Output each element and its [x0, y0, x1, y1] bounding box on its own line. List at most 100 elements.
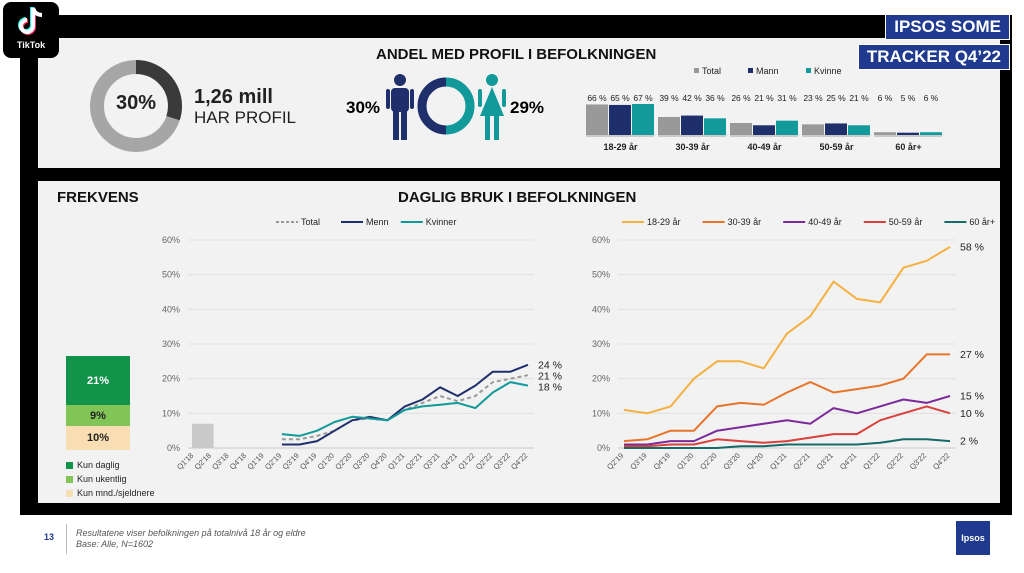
x-tick-label: Q4'20	[368, 451, 388, 471]
y-tick-label: 10%	[592, 408, 610, 418]
legend-label: Kvinner	[426, 217, 457, 227]
age-bar-value: 31 %	[777, 93, 797, 103]
male-percent: 30%	[346, 98, 381, 117]
gender-icons	[386, 74, 506, 140]
tag-ipsos-some: IPSOS SOME	[885, 14, 1010, 40]
age-bar	[681, 115, 703, 135]
footer-note: Resultatene viser befolkningen på totaln…	[76, 528, 306, 538]
x-tick-label: Q4'19	[652, 451, 672, 471]
y-tick-label: 20%	[592, 374, 610, 384]
frekvens-legend: Kun daglig Kun ukentlig Kun mnd./sjeldnere	[66, 458, 155, 500]
frekvens-bar: 21% 9% 10%	[66, 356, 130, 450]
age-bar-value: 65 %	[610, 93, 630, 103]
x-tick-label: Q3'21	[421, 451, 441, 471]
profile-label: HAR PROFIL	[194, 108, 297, 127]
x-tick-label: Q4'19	[298, 451, 318, 471]
donut-share	[90, 60, 182, 152]
y-tick-label: 20%	[162, 374, 180, 384]
x-tick-label: Q4'21	[838, 451, 858, 471]
frekvens-legend-item: Kun ukentlig	[66, 472, 155, 486]
y-tick-label: 60%	[162, 235, 180, 245]
ipsos-logo-text: Ipsos	[961, 533, 985, 543]
frekvens-legend-item: Kun mnd./sjeldnere	[66, 486, 155, 500]
gender-title: ANDEL MED PROFIL I BEFOLKNINGEN	[376, 46, 657, 63]
x-tick-label: Q4'22	[509, 451, 529, 471]
age-group-label: 40-49 år	[747, 142, 782, 152]
age-bar-chart: Total Mann Kvinne 66 % 65 % 67 % 18-29 år 39 %…	[586, 66, 942, 152]
age-bar	[848, 125, 870, 135]
ring-icon	[417, 77, 475, 135]
profile-donut	[90, 60, 182, 152]
age-bar-value: 5 %	[901, 93, 916, 103]
legend-label: 60 år+	[969, 217, 995, 227]
age-bar	[920, 132, 942, 135]
age-legend-swatch	[694, 68, 699, 73]
x-tick-label: Q3'19	[281, 451, 301, 471]
age-legend-label: Mann	[756, 66, 779, 76]
x-tick-label: Q3'21	[815, 451, 835, 471]
x-tick-label: Q2'19	[605, 451, 625, 471]
age-bar	[776, 120, 798, 135]
x-tick-label: Q3'18	[210, 451, 230, 471]
age-bar-value: 67 %	[633, 93, 653, 103]
tiktok-note-icon	[18, 7, 43, 35]
age-bar	[897, 132, 919, 135]
y-tick-label: 30%	[162, 339, 180, 349]
x-tick-label: Q3'20	[721, 451, 741, 471]
age-group-label: 60 år+	[895, 142, 921, 152]
age-bar	[874, 132, 896, 135]
legend-label: 50-59 år	[889, 217, 923, 227]
x-tick-label: Q2'18	[193, 451, 213, 471]
y-tick-label: 50%	[162, 270, 180, 280]
age-bar-value: 26 %	[731, 93, 751, 103]
tiktok-label: TikTok	[16, 40, 46, 50]
end-value-label: 18 %	[538, 381, 562, 393]
frekvens-legend-label: Kun mnd./sjeldnere	[77, 488, 155, 498]
daily-title: DAGLIG BRUK I BEFOLKNINGEN	[398, 189, 637, 206]
age-bar	[609, 104, 631, 135]
age-bar-value: 25 %	[826, 93, 846, 103]
daily-use-gender-chart: 0% 10% 20% 30% 40% 50% 60% Q1'18Q2'18Q3'18Q4'18…	[162, 217, 562, 471]
frekvens-legend-item: Kun daglig	[66, 458, 155, 472]
y-tick-label: 0%	[597, 443, 610, 453]
x-tick-label: Q1'18	[175, 451, 195, 471]
y-tick-label: 40%	[592, 304, 610, 314]
x-tick-label: Q1'20	[316, 451, 336, 471]
age-bar	[802, 124, 824, 135]
y-tick-label: 30%	[592, 339, 610, 349]
x-tick-label: Q2'22	[884, 451, 904, 471]
frekvens-legend-label: Kun ukentlig	[77, 474, 127, 484]
x-tick-label: Q4'21	[439, 451, 459, 471]
frekvens-title: FREKVENS	[57, 189, 139, 206]
x-tick-label: Q2'20	[333, 451, 353, 471]
age-bar	[753, 125, 775, 135]
tiktok-logo: TikTok	[3, 2, 59, 58]
x-tick-label: Q4'22	[931, 451, 951, 471]
age-group-label: 50-59 år	[819, 142, 854, 152]
age-legend-label: Total	[702, 66, 721, 76]
age-bar-value: 6 %	[878, 93, 893, 103]
series-line	[281, 363, 529, 446]
bottom-panel	[38, 181, 1000, 503]
age-bar	[632, 104, 654, 135]
age-group-label: 30-39 år	[675, 142, 710, 152]
frekvens-segment: 10%	[66, 426, 130, 450]
frekvens-legend-swatch	[66, 461, 73, 469]
top-panel	[38, 38, 1000, 168]
age-bar	[704, 118, 726, 135]
x-tick-label: Q1'21	[768, 451, 788, 471]
y-tick-label: 60%	[592, 235, 610, 245]
x-tick-label: Q2'21	[404, 451, 424, 471]
ipsos-logo: Ipsos	[956, 521, 990, 555]
age-bar	[658, 116, 680, 135]
age-legend-swatch	[806, 68, 811, 73]
series-line	[623, 246, 951, 415]
age-bar-value: 36 %	[705, 93, 725, 103]
x-tick-label: Q3'19	[628, 451, 648, 471]
legend-label: 30-39 år	[728, 217, 762, 227]
legend-label: Total	[301, 217, 320, 227]
age-legend-label: Kvinne	[814, 66, 842, 76]
legend-label: Menn	[366, 217, 389, 227]
frekvens-segment: 21%	[66, 356, 130, 406]
x-tick-label: Q2'21	[791, 451, 811, 471]
